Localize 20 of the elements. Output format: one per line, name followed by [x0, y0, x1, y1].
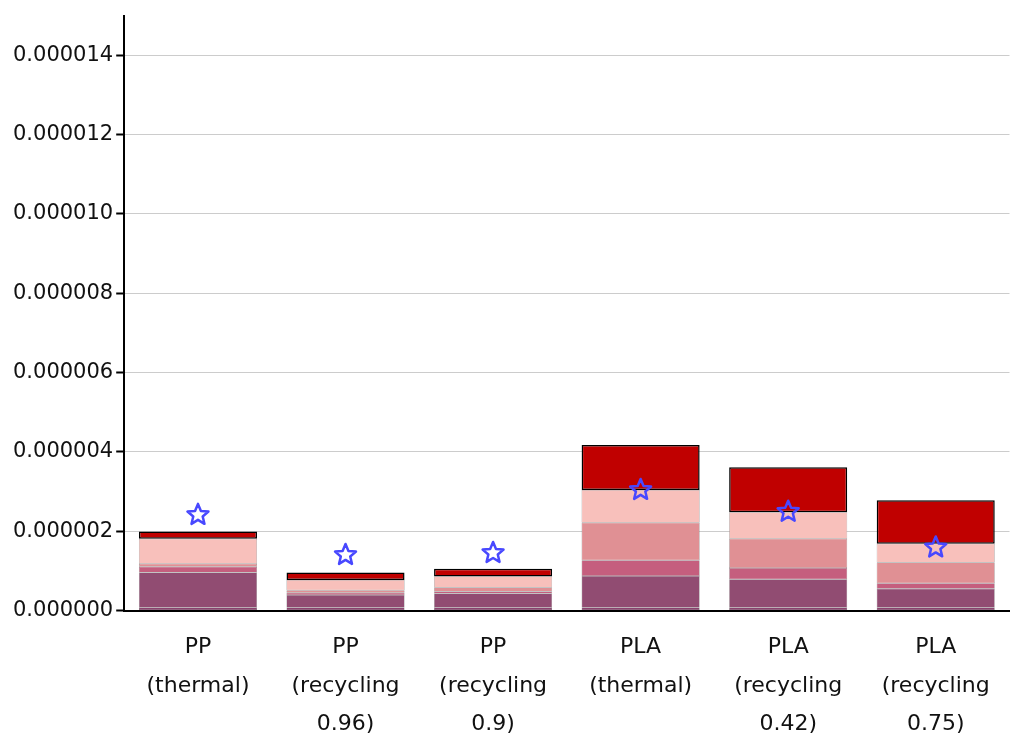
x-tick-label: PLA (recycling 0.75)	[881, 633, 990, 736]
x-tick-label: PP (thermal)	[146, 633, 250, 697]
x-tick-label: PP (recycling 0.9)	[439, 633, 548, 736]
point	[481, 540, 505, 564]
y-tick-label: 0.000006	[13, 358, 114, 383]
point	[333, 542, 358, 566]
y-tick-label: 0.000004	[13, 438, 114, 463]
y-tick-label: 0.000014	[13, 41, 114, 66]
x-tick-label: PP (recycling 0.96)	[291, 633, 400, 736]
y-tick-label: 0.000002	[13, 517, 114, 542]
point	[628, 477, 653, 501]
x-tick-label: PLA (recycling 0.42)	[734, 633, 843, 736]
y-tick-label: 0.000010	[13, 200, 114, 225]
point	[776, 499, 800, 522]
y-tick-label: 0.000008	[13, 279, 114, 304]
point	[924, 535, 948, 558]
point	[186, 502, 210, 526]
y-tick-label: 0.000000	[13, 596, 114, 621]
y-tick-label: 0.000012	[13, 121, 114, 146]
x-tick-label: PLA (thermal)	[589, 633, 693, 697]
